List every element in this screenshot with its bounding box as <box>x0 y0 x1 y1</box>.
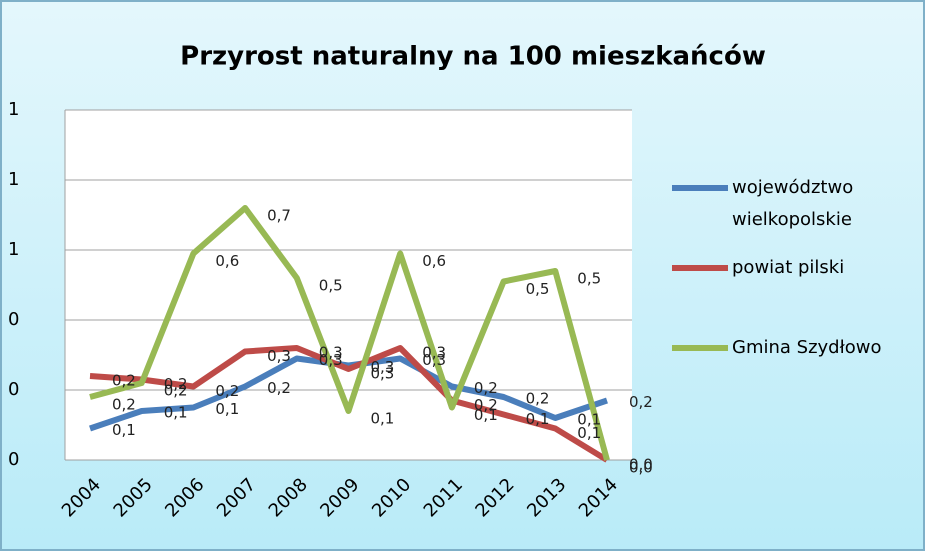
data-label: 0,2 <box>164 382 188 400</box>
data-label: 0,0 <box>629 459 653 477</box>
data-label: 0,3 <box>371 365 395 383</box>
data-label: 0,5 <box>577 270 601 288</box>
data-label: 0,2 <box>215 382 239 400</box>
series-line <box>89 355 608 432</box>
legend-line: wielkopolskie <box>732 209 852 230</box>
data-label: 0,3 <box>422 344 446 362</box>
data-label: 0,3 <box>422 351 446 369</box>
data-label: 0,3 <box>319 344 343 362</box>
chart-title: Przyrost naturalny na 100 mieszkańców <box>180 42 766 72</box>
data-label: 0,3 <box>267 347 291 365</box>
data-label: 0,1 <box>526 410 550 428</box>
data-label: 0,1 <box>577 411 601 429</box>
data-label: 0,5 <box>319 277 343 295</box>
series-line <box>89 205 610 461</box>
data-label: 0,1 <box>577 424 601 442</box>
legend-label: powiat pilski <box>732 257 844 278</box>
data-label: 0,6 <box>215 252 239 270</box>
data-label: 0,6 <box>422 252 446 270</box>
y-tick-label: 1 <box>8 99 19 120</box>
data-label: 0,2 <box>526 390 550 408</box>
data-label: 0,1 <box>215 400 239 418</box>
y-tick-label: 0 <box>8 309 19 330</box>
legend-label: Gmina Szydłowo <box>732 337 881 358</box>
data-label: 0,5 <box>526 280 550 298</box>
data-label: 0,7 <box>267 207 291 225</box>
legend-entry: powiat pilski <box>672 257 844 278</box>
data-label: 0,1 <box>371 410 395 428</box>
legend-label: województwo wielkopolskie <box>732 177 853 230</box>
data-label: 0,2 <box>474 396 498 414</box>
data-label: 0,3 <box>371 358 395 376</box>
legend-entry: Gmina Szydłowo <box>672 337 881 358</box>
data-label: 0,1 <box>474 406 498 424</box>
y-tick-label: 0 <box>8 379 19 400</box>
data-label: 0,1 <box>112 421 136 439</box>
data-label: 0,2 <box>164 375 188 393</box>
y-tick-label: 0 <box>8 449 19 470</box>
data-label: 0,1 <box>164 404 188 422</box>
legend-line: województwo <box>732 177 853 198</box>
data-label: 0,0 <box>629 456 653 474</box>
series-line <box>89 345 609 463</box>
legend-entry: województwo wielkopolskie <box>672 177 853 230</box>
data-label: 0,2 <box>112 372 136 390</box>
data-label: 0,2 <box>629 393 653 411</box>
data-label: 0,2 <box>112 396 136 414</box>
data-label: 0,2 <box>267 379 291 397</box>
y-tick-label: 1 <box>8 239 19 260</box>
data-label: 0,3 <box>319 351 343 369</box>
y-tick-label: 1 <box>8 169 19 190</box>
data-label: 0,2 <box>474 379 498 397</box>
